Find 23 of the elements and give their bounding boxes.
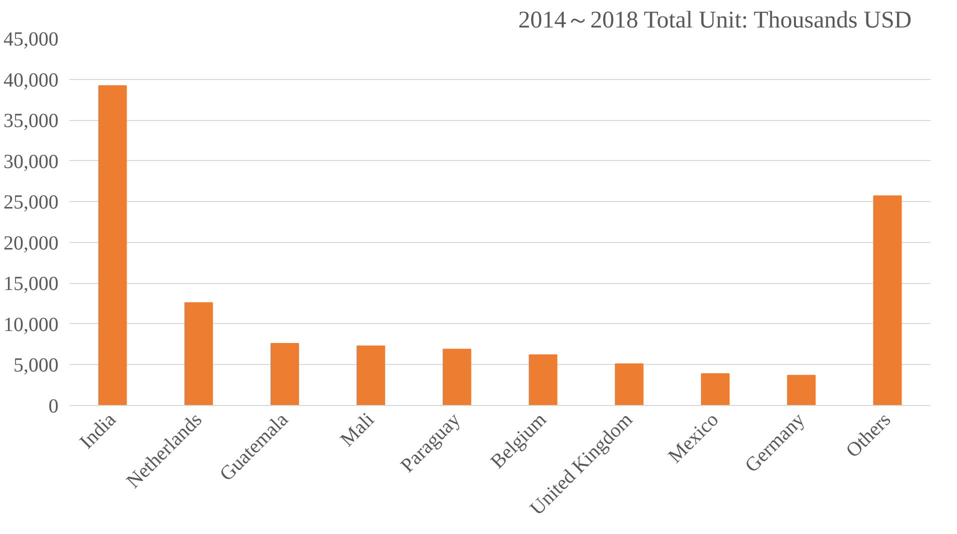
bar bbox=[98, 85, 127, 406]
y-tick-label: 15,000 bbox=[4, 273, 58, 296]
y-tick-label: 30,000 bbox=[4, 150, 58, 173]
bar bbox=[614, 363, 644, 406]
bar bbox=[184, 302, 213, 406]
bar bbox=[787, 374, 816, 406]
x-tick-label: Mali bbox=[336, 408, 379, 451]
bar bbox=[873, 195, 902, 406]
y-tick-label: 45,000 bbox=[4, 28, 58, 50]
bar bbox=[356, 345, 386, 406]
y-tick-label: 10,000 bbox=[4, 314, 58, 336]
bar bbox=[700, 373, 730, 406]
y-tick-label: 0 bbox=[48, 396, 58, 418]
y-tick-label: 25,000 bbox=[4, 192, 58, 214]
chart-title: 2014～2018 Total Unit: Thousands USD bbox=[518, 8, 912, 34]
y-tick-label: 40,000 bbox=[4, 69, 58, 92]
bar bbox=[528, 354, 558, 406]
bar bbox=[270, 343, 300, 406]
y-tick-label: 35,000 bbox=[4, 110, 58, 132]
y-tick-label: 5,000 bbox=[14, 354, 58, 377]
y-tick-label: 20,000 bbox=[4, 232, 58, 254]
x-tick-label: India bbox=[76, 408, 120, 454]
bar bbox=[442, 348, 472, 406]
